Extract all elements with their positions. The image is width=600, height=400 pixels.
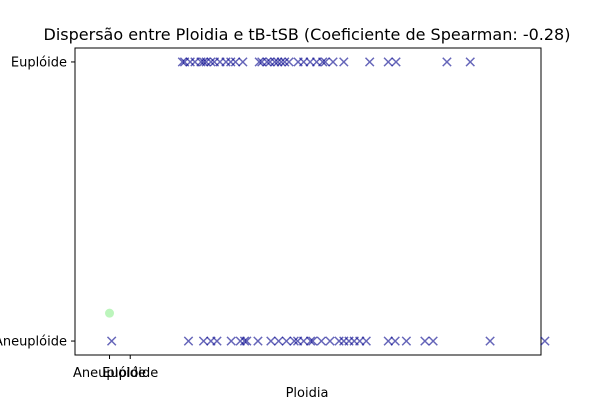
data-point-x [298,336,309,346]
data-point-x [254,57,264,67]
data-point-x [316,336,327,346]
data-point-x [390,336,400,346]
data-point-x [325,336,335,346]
data-point-x [262,57,272,67]
x-tick-label: Euplóide [102,366,158,381]
data-point-x [328,57,338,67]
data-point-x [226,336,236,346]
data-point-circle [105,308,115,318]
data-point-x [106,336,117,346]
data-point-x [284,57,294,67]
data-point-x [276,57,286,67]
data-point-x [420,336,430,346]
data-point-x [230,57,241,67]
x-tick-label: Aneuplóide [73,366,146,381]
data-point-x [281,336,292,346]
data-point-x [177,57,188,67]
chart-title: Dispersão entre Ploidia e tB-tSB (Coefic… [44,25,571,44]
data-point-x [289,336,299,346]
data-point-x [185,57,195,67]
data-point-x [305,336,316,346]
data-point-x [465,57,475,67]
plot-area [74,47,542,356]
data-point-x [198,336,209,346]
data-point-x [334,336,344,346]
x-axis-label: Ploidia [286,386,329,400]
y-axis: Aneuplóide Euplóide [0,55,75,350]
data-point-x [198,57,209,67]
data-point-x [279,57,290,67]
data-point-x [401,336,412,346]
data-point-x [361,336,371,346]
data-point-x [339,57,349,67]
data-point-x [540,336,550,346]
data-point-x [442,57,452,67]
data-point-x [320,57,330,67]
data-point-x [206,57,216,67]
data-point-x [383,336,393,346]
data-point-x [253,336,263,346]
data-point-x [317,57,328,67]
data-point-x [428,336,438,346]
data-point-x [241,336,252,346]
data-point-x [308,336,318,346]
data-point-x [364,57,375,67]
data-point-x [239,336,250,346]
data-point-x [391,57,401,67]
y-tick-label: Aneuplóide [0,335,67,350]
data-point-x [212,336,222,346]
data-point-x [226,57,236,67]
data-point-x [485,336,495,346]
data-point-x [273,57,283,67]
data-point-x [383,57,393,67]
y-tick-label: Euplóide [11,55,67,70]
data-point-x [221,57,231,67]
data-points [105,57,550,346]
data-point-x [273,336,284,346]
data-point-x [238,57,248,67]
data-point-x [266,336,276,346]
data-point-x [183,336,194,346]
